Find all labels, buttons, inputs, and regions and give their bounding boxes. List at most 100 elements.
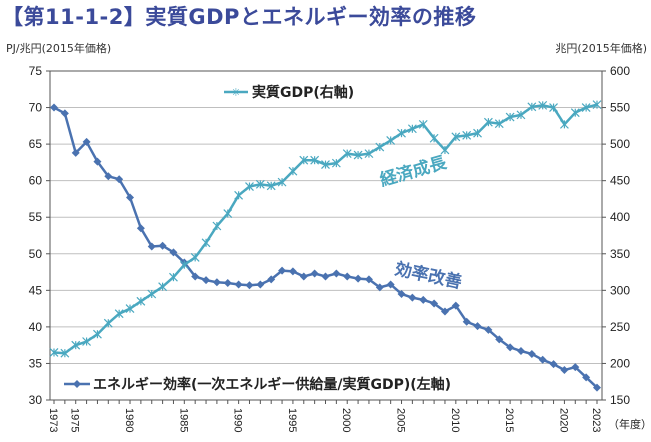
- left-tick-label: 30: [29, 393, 43, 407]
- gdp-point: [418, 119, 428, 129]
- efficiency-point: [60, 109, 69, 118]
- efficiency-point: [71, 148, 80, 157]
- right-tick-label: 300: [610, 283, 630, 297]
- x-tick-label: 2015: [503, 408, 515, 432]
- gdp-point: [49, 348, 59, 357]
- right-tick-label: 600: [610, 64, 630, 78]
- left-tick-label: 50: [29, 247, 43, 261]
- gdp-point: [570, 108, 580, 118]
- efficiency-point: [343, 272, 352, 281]
- gdp-point: [353, 150, 363, 160]
- x-tick-label: 2023: [590, 408, 602, 432]
- gdp-point: [505, 112, 515, 122]
- x-tick-label: 2005: [395, 408, 407, 432]
- efficiency-point: [136, 224, 145, 233]
- gdp-point: [386, 136, 396, 145]
- efficiency-point: [299, 272, 308, 281]
- gdp-point: [158, 282, 168, 292]
- efficiency-point: [397, 289, 406, 298]
- gdp-point: [407, 124, 417, 134]
- gdp-point: [559, 119, 569, 129]
- efficiency-point: [212, 278, 221, 287]
- right-axis-unit: 兆円(2015年価格): [555, 42, 647, 55]
- right-axis-ticks: 150 200 250 300 350 400 450 500 550 600: [602, 64, 630, 407]
- efficiency-point: [419, 295, 428, 304]
- left-axis-unit: PJ/兆円(2015年価格): [6, 42, 112, 55]
- efficiency-point: [516, 347, 525, 356]
- x-tick-label: 2000: [340, 408, 352, 432]
- gridlines: [50, 107, 602, 364]
- gdp-point: [483, 117, 493, 127]
- gdp-point: [321, 160, 330, 170]
- legend-gdp-label: 実質GDP(右軸): [252, 84, 354, 101]
- efficiency-point: [549, 360, 558, 369]
- efficiency-point: [169, 248, 178, 257]
- efficiency-point: [267, 275, 276, 284]
- gdp-point: [494, 119, 504, 129]
- gdp-point: [71, 340, 81, 350]
- gdp-point: [462, 130, 472, 140]
- gdp-point: [266, 181, 276, 191]
- efficiency-point: [191, 272, 200, 281]
- legend-efficiency-bg: [58, 372, 388, 396]
- efficiency-point: [115, 175, 124, 184]
- efficiency-point: [278, 266, 287, 275]
- gdp-point: [201, 238, 211, 248]
- gdp-point: [234, 190, 244, 200]
- gdp-point: [538, 100, 548, 110]
- right-tick-label: 150: [610, 393, 630, 407]
- series-group: [49, 100, 602, 392]
- legend-gdp-marker-icon: ✳: [231, 86, 240, 99]
- right-tick-label: 250: [610, 320, 630, 334]
- left-tick-label: 40: [29, 320, 43, 334]
- right-tick-label: 400: [610, 210, 630, 224]
- efficiency-point: [332, 269, 341, 278]
- left-tick-label: 60: [29, 174, 43, 188]
- right-tick-label: 350: [610, 247, 630, 261]
- efficiency-point: [495, 335, 504, 344]
- right-tick-label: 450: [610, 174, 630, 188]
- x-tick-label: 1990: [232, 408, 244, 432]
- efficiency-point: [82, 137, 91, 146]
- gdp-point: [82, 337, 92, 346]
- efficiency-point: [245, 281, 254, 290]
- gdp-point: [397, 128, 406, 138]
- efficiency-point: [364, 275, 373, 284]
- left-tick-label: 35: [29, 356, 43, 370]
- gdp-point: [179, 260, 189, 270]
- left-tick-label: 75: [29, 64, 43, 78]
- x-tick-label: 1980: [123, 408, 135, 432]
- legend-efficiency-label: エネルギー効率(一次エネルギー供給量/実質GDP)(左軸): [93, 376, 451, 393]
- efficiency-point: [538, 355, 547, 364]
- legend-gdp: ✳ 実質GDP(右軸): [216, 80, 400, 104]
- efficiency-point: [223, 279, 232, 288]
- efficiency-point: [256, 280, 265, 289]
- gdp-point: [136, 296, 146, 306]
- annotation-efficiency-improvement: 効率改善: [393, 258, 464, 293]
- efficiency-line: [53, 106, 598, 389]
- gdp-point: [114, 309, 124, 319]
- x-axis-label: （年度）: [608, 417, 651, 431]
- gdp-point: [440, 145, 450, 155]
- x-axis-ticks: 1973 1975 1980 1985 1990 1995 2000 2005 2010 2015…: [47, 400, 602, 432]
- x-tick-label: 1985: [177, 408, 189, 432]
- efficiency-point: [202, 276, 211, 285]
- gdp-point: [223, 209, 233, 218]
- left-tick-label: 65: [29, 137, 43, 151]
- left-tick-label: 55: [29, 210, 43, 224]
- x-tick-label: 1975: [69, 408, 81, 432]
- efficiency-point: [430, 299, 439, 308]
- gdp-point: [342, 149, 352, 159]
- gdp-point: [245, 182, 254, 191]
- gdp-point: [147, 289, 157, 299]
- efficiency-point: [506, 343, 515, 352]
- gdp-line: [53, 103, 598, 355]
- left-axis-ticks: 30 35 40 45 50 55 60 65 70 75: [29, 64, 50, 407]
- gdp-point: [169, 272, 178, 282]
- gdp-point: [310, 155, 320, 165]
- efficiency-point: [582, 373, 591, 382]
- gdp-point: [331, 158, 341, 168]
- legend-efficiency-marker-icon: [73, 380, 81, 388]
- efficiency-point: [354, 274, 363, 283]
